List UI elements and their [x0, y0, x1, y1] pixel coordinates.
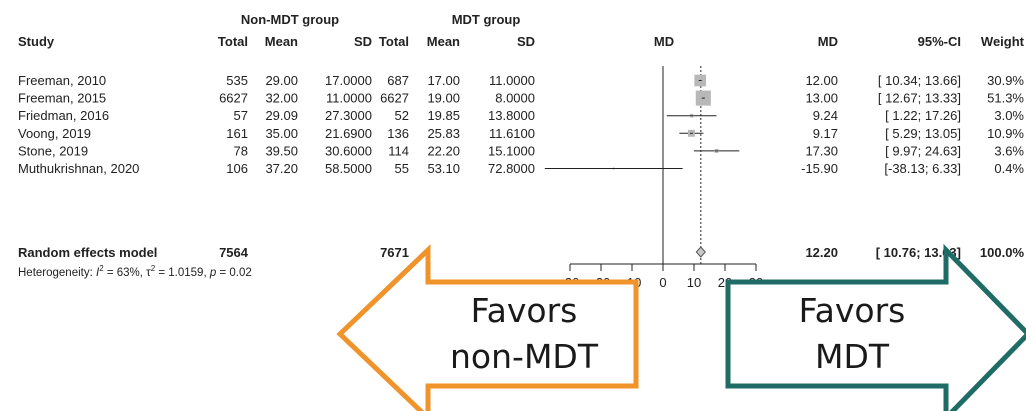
- cell-ci-text: [ 12.67; 13.33]: [878, 91, 961, 106]
- cell-n2: 136: [387, 126, 409, 141]
- cell-study: Voong, 2019: [18, 126, 91, 141]
- favors-mdt-line1: Favors: [799, 291, 906, 330]
- cell-n1: 6627: [219, 91, 248, 106]
- cell-n1: 78: [234, 143, 248, 158]
- cell-md-text: 9.24: [813, 108, 838, 123]
- table-row: Freeman, 2010 535 29.00 17.0000 687 17.00 11.0…: [18, 73, 1024, 88]
- pooled-weight: 100.0%: [980, 245, 1025, 260]
- cell-ci-text: [ 10.34; 13.66]: [878, 73, 961, 88]
- cell-sd2: 15.1000: [488, 143, 535, 158]
- cell-ci-text: [ 1.22; 17.26]: [885, 108, 961, 123]
- cell-sd1: 21.6900: [325, 126, 372, 141]
- favors-mdt-arrow: [725, 243, 1026, 411]
- cell-sd1: 58.5000: [325, 161, 372, 176]
- table-row: Friedman, 2016 57 29.09 27.3000 52 19.85 13.80…: [18, 108, 1024, 123]
- col-header-mean-1: Mean: [265, 34, 298, 49]
- cell-n1: 161: [226, 126, 248, 141]
- x-tick-label: 0: [659, 275, 666, 290]
- cell-md-text: 13.00: [805, 91, 838, 106]
- favors-non-mdt-arrow: [336, 244, 639, 411]
- cell-mean1: 35.00: [265, 126, 298, 141]
- col-header-total-1: Total: [218, 34, 248, 49]
- cell-n2: 55: [395, 161, 409, 176]
- cell-mean2: 17.00: [427, 73, 460, 88]
- cell-mean1: 37.20: [265, 161, 298, 176]
- col-header-md-plot: MD: [654, 34, 674, 49]
- table-row: Stone, 2019 78 39.50 30.6000 114 22.20 15.1000…: [18, 143, 1024, 158]
- x-tick-label: 10: [687, 275, 701, 290]
- cell-n1: 57: [234, 108, 248, 123]
- cell-study: Freeman, 2010: [18, 73, 106, 88]
- cell-md-text: 12.00: [805, 73, 838, 88]
- cell-sd2: 11.0000: [489, 73, 535, 88]
- cell-md-text: 9.17: [813, 126, 838, 141]
- cell-study: Stone, 2019: [18, 143, 88, 158]
- cell-weight-text: 3.6%: [994, 143, 1024, 158]
- cell-study: Freeman, 2015: [18, 91, 106, 106]
- table-row: Voong, 2019 161 35.00 21.6900 136 25.83 11.610…: [18, 126, 1024, 141]
- cell-mean2: 19.00: [427, 91, 460, 106]
- cell-n2: 6627: [380, 91, 409, 106]
- cell-mean1: 39.50: [265, 143, 298, 158]
- table-row: Freeman, 2015 6627 32.00 11.0000 6627 19.00 8.…: [18, 91, 1024, 106]
- cell-weight-text: 51.3%: [987, 91, 1024, 106]
- favors-non-mdt-line2: non-MDT: [450, 337, 599, 376]
- cell-study: Muthukrishnan, 2020: [18, 161, 139, 176]
- cell-n1: 106: [226, 161, 248, 176]
- cell-sd2: 13.8000: [488, 108, 535, 123]
- pooled-diamond: [695, 246, 706, 258]
- cell-mean1: 32.00: [265, 91, 298, 106]
- cell-weight-text: 3.0%: [994, 108, 1024, 123]
- col-header-study: Study: [18, 34, 55, 49]
- cell-weight-text: 0.4%: [994, 161, 1024, 176]
- col-header-md: MD: [818, 34, 838, 49]
- cell-md-text: -15.90: [801, 161, 838, 176]
- cell-sd1: 11.0000: [326, 91, 372, 106]
- cell-sd2: 72.8000: [488, 161, 535, 176]
- table-row: Muthukrishnan, 2020 106 37.20 58.5000 55 53.1…: [18, 161, 1024, 176]
- cell-n1: 535: [226, 73, 248, 88]
- heterogeneity-text: Heterogeneity: I2 = 63%, τ2 = 1.0159, p …: [18, 264, 252, 279]
- cell-mean1: 29.00: [265, 73, 298, 88]
- favors-mdt-line2: MDT: [815, 337, 890, 376]
- cell-n2: 114: [388, 143, 409, 158]
- cell-weight-text: 10.9%: [987, 126, 1024, 141]
- pooled-total-1: 7564: [219, 245, 249, 260]
- col-header-ci: 95%-CI: [918, 34, 961, 49]
- cell-mean2: 25.83: [427, 126, 460, 141]
- cell-sd2: 8.0000: [495, 91, 535, 106]
- col-header-mean-2: Mean: [427, 34, 460, 49]
- cell-ci-text: [-38.13; 6.33]: [884, 161, 961, 176]
- cell-weight-text: 30.9%: [987, 73, 1024, 88]
- col-header-total-2: Total: [379, 34, 409, 49]
- cell-sd1: 17.0000: [325, 73, 372, 88]
- pooled-ci: [ 10.76; 13.63]: [876, 245, 961, 260]
- cell-ci-text: [ 5.29; 13.05]: [885, 126, 961, 141]
- cell-n2: 687: [387, 73, 409, 88]
- cell-mean1: 29.09: [265, 108, 298, 123]
- cell-study: Friedman, 2016: [18, 108, 109, 123]
- cell-sd1: 27.3000: [325, 108, 372, 123]
- col-header-weight: Weight: [981, 34, 1025, 49]
- cell-n2: 52: [395, 108, 409, 123]
- cell-md-text: 17.30: [805, 143, 838, 158]
- pooled-label: Random effects model: [18, 245, 157, 260]
- favors-non-mdt-line1: Favors: [471, 291, 578, 330]
- header-non-mdt-group: Non-MDT group: [241, 12, 339, 27]
- cell-mean2: 22.20: [427, 143, 460, 158]
- pooled-md: 12.20: [805, 245, 838, 260]
- cell-sd1: 30.6000: [325, 143, 372, 158]
- cell-sd2: 11.6100: [489, 126, 535, 141]
- col-header-sd-2: SD: [517, 34, 535, 49]
- col-header-sd-1: SD: [354, 34, 372, 49]
- cell-mean2: 19.85: [427, 108, 460, 123]
- pooled-total-2: 7671: [380, 245, 409, 260]
- cell-ci-text: [ 9.97; 24.63]: [885, 143, 961, 158]
- header-mdt-group: MDT group: [452, 12, 521, 27]
- cell-mean2: 53.10: [427, 161, 460, 176]
- forest-plot-area: -30-20-100102030: [544, 66, 763, 290]
